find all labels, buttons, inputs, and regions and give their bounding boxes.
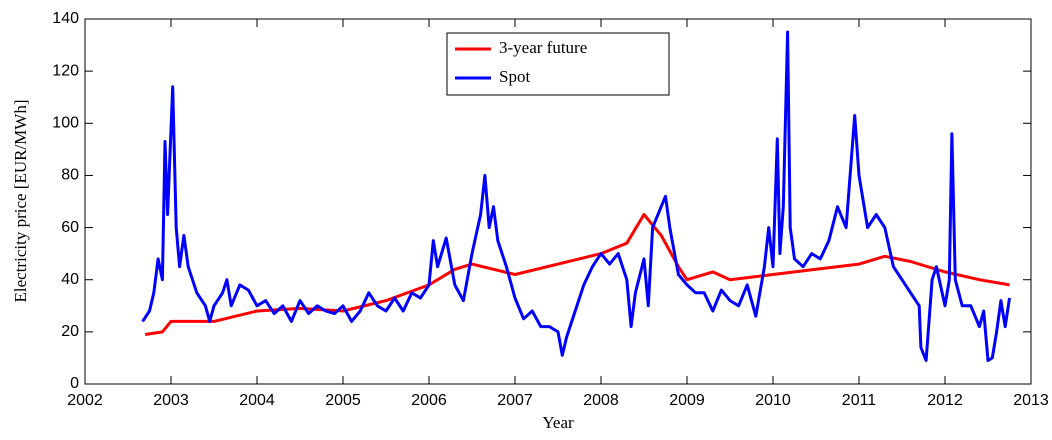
x-tick-label: 2013 [1013, 392, 1049, 409]
x-tick-label: 2008 [583, 392, 619, 409]
x-tick-label: 2012 [927, 392, 963, 409]
plot-frame [84, 18, 1032, 385]
x-tick-label: 2011 [842, 392, 877, 409]
y-tick-label: 0 [70, 375, 79, 392]
series-line [141, 30, 1011, 362]
x-axis-label: Year [542, 413, 574, 432]
legend: 3-year future Spot [446, 32, 670, 96]
legend-label: 3-year future [499, 38, 587, 57]
axes: 2002 2003 2004 2005 2006 2007 2008 2009 2010 2011… [52, 10, 1049, 409]
y-tick-label: 120 [52, 62, 79, 79]
x-tick-label: 2010 [755, 392, 791, 409]
y-tick-label: 40 [61, 271, 79, 288]
y-tick-label: 140 [52, 10, 79, 27]
x-tick-label: 2009 [669, 392, 705, 409]
series-line [144, 213, 1010, 336]
x-tick-label: 2004 [239, 392, 275, 409]
y-tick-label: 60 [61, 219, 79, 236]
legend-label: Spot [499, 67, 530, 86]
y-tick-label: 20 [61, 323, 79, 340]
y-tick-label: 80 [61, 167, 79, 184]
x-tick-label: 2002 [67, 392, 103, 409]
legend-box [446, 32, 670, 96]
y-tick-label: 100 [52, 115, 79, 132]
y-axis-label: Electricity price [EUR/MWh] [11, 100, 30, 303]
x-tick-label: 2003 [153, 392, 189, 409]
x-tick-label: 2005 [325, 392, 361, 409]
x-tick-label: 2006 [411, 392, 447, 409]
x-tick-label: 2007 [497, 392, 533, 409]
